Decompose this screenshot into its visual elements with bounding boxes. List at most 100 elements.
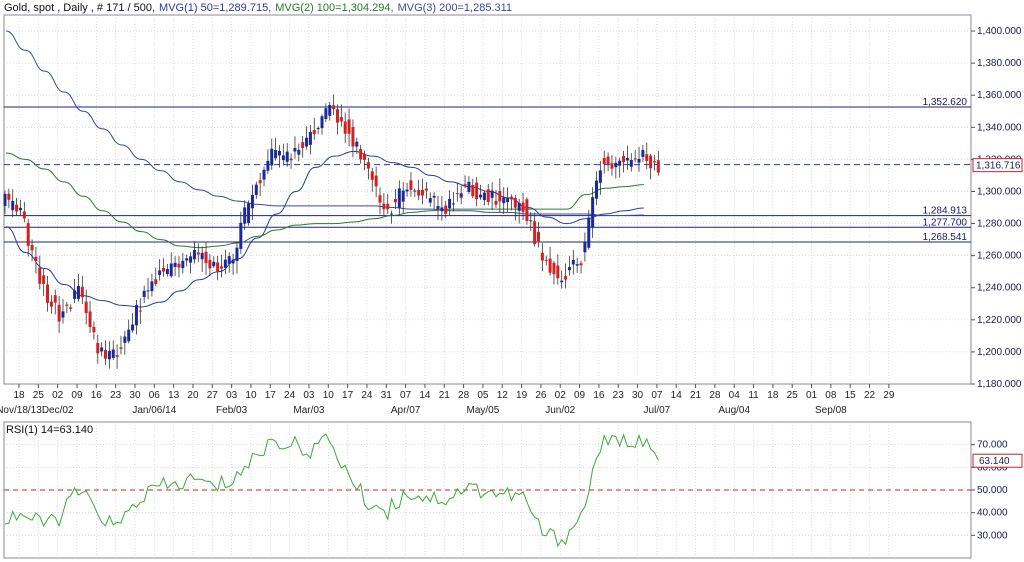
- candle: [297, 143, 301, 162]
- candle-body: [417, 189, 421, 196]
- candle: [38, 255, 42, 290]
- candle: [219, 254, 223, 278]
- candle: [100, 342, 104, 357]
- candle: [42, 268, 46, 296]
- candle: [243, 200, 247, 230]
- candle: [537, 222, 541, 248]
- candle-body: [440, 207, 444, 212]
- day-label: 16: [91, 390, 103, 401]
- candle-body: [142, 290, 146, 298]
- candle: [227, 252, 231, 273]
- candle: [293, 136, 297, 159]
- candle: [142, 285, 146, 303]
- mvg2-label: MVG(2) 100=1,304.294,: [275, 2, 393, 14]
- level-label: 1,352.620: [923, 97, 968, 108]
- candle-body: [328, 104, 332, 116]
- candle: [598, 161, 602, 195]
- candle: [347, 108, 351, 147]
- candle-body: [11, 201, 15, 211]
- candle: [123, 330, 127, 355]
- candle-body: [343, 121, 347, 134]
- candle: [397, 180, 401, 215]
- candle: [378, 187, 382, 215]
- candle-body: [560, 280, 564, 283]
- candle: [131, 313, 135, 333]
- candle-body: [305, 137, 309, 147]
- date-axis: 18 25 02 09 16 23 30 06 13 20 27 03 10 17 24 03 10 17 24 31…: [0, 383, 971, 416]
- candle-body: [448, 198, 452, 209]
- candle: [332, 94, 336, 115]
- candle: [390, 210, 394, 224]
- candle-body: [189, 256, 193, 263]
- candle-body: [219, 266, 223, 269]
- candle-body: [382, 203, 386, 210]
- price-tick-label: 1,180.000: [977, 379, 1022, 390]
- candle: [15, 197, 19, 216]
- candle: [208, 254, 212, 277]
- candle-body: [552, 262, 556, 275]
- candle-body: [637, 158, 641, 163]
- candle: [266, 149, 270, 175]
- candle: [312, 117, 316, 140]
- candle: [645, 142, 649, 169]
- candle-body: [312, 129, 316, 135]
- rsi-tick-label: 70.000: [977, 440, 1008, 451]
- candle: [459, 185, 463, 205]
- day-label: 09: [71, 390, 83, 401]
- month-label: Aug/04: [718, 405, 750, 416]
- candle: [154, 267, 158, 287]
- candle-body: [455, 193, 459, 195]
- candle: [591, 187, 595, 238]
- candle-body: [540, 252, 544, 261]
- candle-body: [490, 190, 494, 198]
- candle-body: [390, 213, 394, 215]
- mvg1-label: MVG(1) 50=1,289.715,: [159, 2, 271, 14]
- candle-body: [18, 207, 22, 211]
- day-label: 02: [555, 390, 567, 401]
- candle-body: [266, 160, 270, 171]
- candle: [308, 125, 312, 155]
- candle: [11, 189, 15, 218]
- candle-body: [482, 192, 486, 201]
- candle: [413, 188, 417, 198]
- candle: [254, 181, 258, 199]
- day-label: 04: [729, 390, 741, 401]
- candle-body: [652, 161, 656, 163]
- candle: [579, 260, 583, 274]
- candle: [594, 171, 598, 206]
- candle: [366, 157, 370, 180]
- candle-body: [250, 195, 254, 209]
- candle-body: [351, 127, 355, 147]
- candle-body: [53, 295, 57, 303]
- candle-body: [320, 116, 324, 129]
- candle: [158, 259, 162, 281]
- day-label: 02: [52, 390, 64, 401]
- candle-body: [7, 193, 11, 200]
- candle: [652, 154, 656, 171]
- candle: [165, 263, 169, 277]
- candle: [80, 275, 84, 305]
- candle-body: [378, 195, 382, 203]
- candle-body: [432, 195, 436, 198]
- price-tick-label: 1,260.000: [977, 251, 1022, 262]
- candle: [548, 246, 552, 276]
- candle: [467, 176, 471, 195]
- candle: [521, 192, 525, 221]
- rsi-line: [4, 433, 659, 548]
- candle-body: [69, 307, 73, 309]
- candle-body: [444, 205, 448, 214]
- candle: [529, 212, 533, 232]
- candle: [409, 172, 413, 197]
- month-label: Jun/02: [545, 405, 575, 416]
- candle: [625, 145, 629, 170]
- candle-body: [614, 162, 618, 168]
- candle-body: [107, 350, 111, 360]
- month-label: Nov/18/13: [0, 405, 42, 416]
- candle: [316, 126, 320, 135]
- candle: [374, 166, 378, 198]
- month-label: May/05: [467, 405, 500, 416]
- candle: [239, 211, 243, 254]
- candle-body: [363, 154, 367, 160]
- candle: [104, 340, 108, 365]
